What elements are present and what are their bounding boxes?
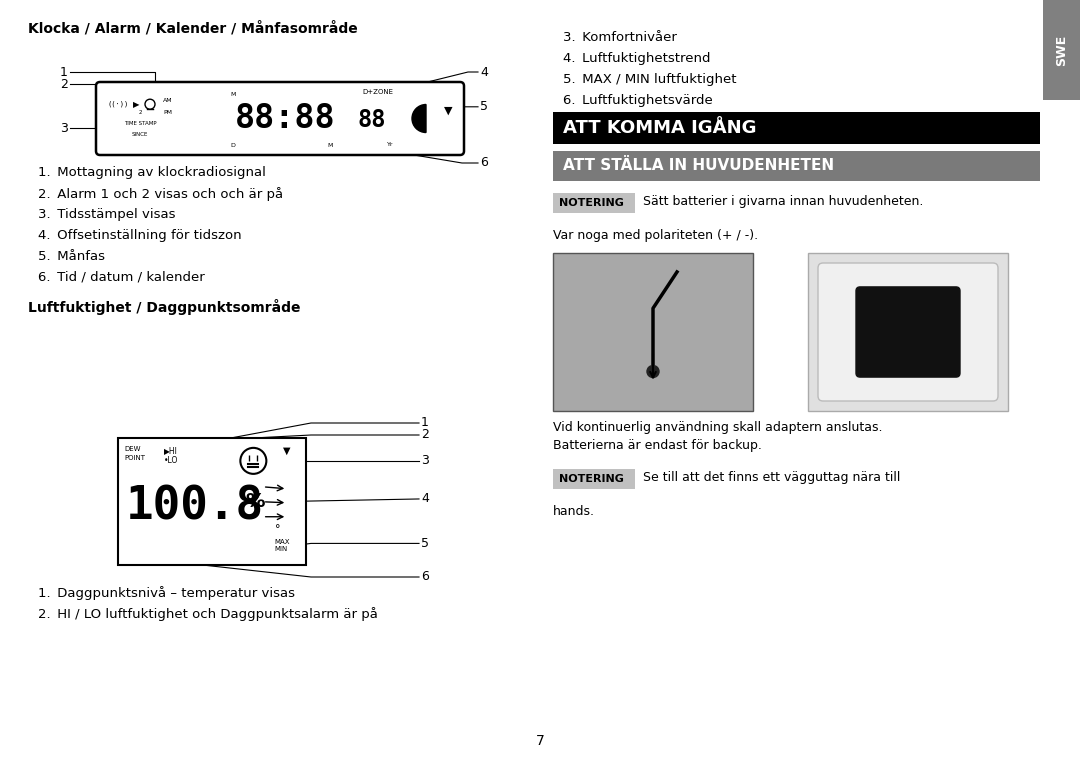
- Text: ▶: ▶: [133, 100, 139, 109]
- Text: ((·)): ((·)): [107, 101, 129, 107]
- Text: Var noga med polariteten (+ / -).: Var noga med polariteten (+ / -).: [553, 229, 758, 242]
- Text: 3. Komfortnivåer: 3. Komfortnivåer: [563, 31, 677, 44]
- Text: 88: 88: [357, 108, 387, 132]
- Text: 6. Tid / datum / kalender: 6. Tid / datum / kalender: [38, 271, 205, 284]
- Text: °: °: [275, 524, 281, 534]
- Text: 2: 2: [421, 428, 429, 441]
- Text: 88:88: 88:88: [234, 102, 335, 135]
- Text: 7: 7: [536, 734, 544, 748]
- Text: NOTERING: NOTERING: [559, 198, 624, 208]
- Text: SWE: SWE: [1055, 34, 1068, 65]
- Text: 2: 2: [60, 78, 68, 91]
- Text: Klocka / Alarm / Kalender / Månfasområde: Klocka / Alarm / Kalender / Månfasområde: [28, 21, 357, 36]
- Text: %: %: [245, 492, 265, 511]
- Text: POINT: POINT: [124, 455, 145, 461]
- Text: M: M: [230, 92, 235, 97]
- Bar: [553, 193, 635, 213]
- Bar: [553, 469, 635, 489]
- Text: Batterierna är endast för backup.: Batterierna är endast för backup.: [553, 439, 761, 452]
- Text: Yr: Yr: [387, 142, 393, 147]
- Text: Vid kontinuerlig användning skall adaptern anslutas.: Vid kontinuerlig användning skall adapte…: [553, 421, 882, 434]
- Text: 5: 5: [421, 537, 429, 550]
- Text: 4: 4: [480, 65, 488, 78]
- Text: D: D: [230, 143, 235, 148]
- Text: 2. HI / LO luftfuktighet och Daggpunktsalarm är på: 2. HI / LO luftfuktighet och Daggpunktsa…: [38, 607, 378, 621]
- Text: 6: 6: [480, 157, 488, 170]
- Text: 5. MAX / MIN luftfuktighet: 5. MAX / MIN luftfuktighet: [563, 73, 737, 86]
- Text: hands.: hands.: [553, 505, 595, 518]
- Text: 1. Mottagning av klockradiosignal: 1. Mottagning av klockradiosignal: [38, 166, 266, 179]
- Text: 2. Alarm 1 och 2 visas och och är på: 2. Alarm 1 och 2 visas och och är på: [38, 187, 283, 201]
- Text: 5. Månfas: 5. Månfas: [38, 250, 105, 263]
- Text: ▶HI: ▶HI: [164, 446, 178, 455]
- Text: 6. Luftfuktighetsvärde: 6. Luftfuktighetsvärde: [563, 94, 713, 107]
- Text: TIME STAMP: TIME STAMP: [124, 121, 157, 126]
- Text: 6: 6: [421, 571, 429, 584]
- Text: 1: 1: [60, 65, 68, 78]
- Text: 3: 3: [421, 454, 429, 467]
- FancyBboxPatch shape: [818, 263, 998, 401]
- Text: 1: 1: [421, 416, 429, 429]
- Bar: [553, 253, 753, 411]
- Text: NOTERING: NOTERING: [559, 474, 624, 484]
- Text: 1. Daggpunktsnivå – temperatur visas: 1. Daggpunktsnivå – temperatur visas: [38, 586, 295, 600]
- Text: MAX
MIN: MAX MIN: [274, 540, 289, 552]
- Text: DEW: DEW: [124, 446, 140, 452]
- Bar: [1043, 0, 1080, 100]
- Text: Se till att det finns ett vägguttag nära till: Se till att det finns ett vägguttag nära…: [643, 472, 901, 485]
- Text: 2: 2: [138, 110, 141, 114]
- Bar: [553, 112, 1040, 144]
- Text: 5: 5: [480, 100, 488, 113]
- Text: 3: 3: [60, 122, 68, 135]
- Bar: [553, 151, 1040, 181]
- Bar: [808, 253, 1008, 411]
- Text: ATT STÄLLA IN HUVUDENHETEN: ATT STÄLLA IN HUVUDENHETEN: [563, 158, 834, 174]
- Text: •LO: •LO: [164, 456, 178, 465]
- Bar: [118, 438, 306, 565]
- Text: 3. Tidsstämpel visas: 3. Tidsstämpel visas: [38, 208, 175, 221]
- Text: 4. Luftfuktighetstrend: 4. Luftfuktighetstrend: [563, 52, 711, 65]
- Text: AM: AM: [163, 98, 173, 103]
- Text: ▼: ▼: [283, 446, 291, 456]
- Circle shape: [647, 365, 659, 377]
- Text: SINCE: SINCE: [132, 132, 148, 137]
- FancyBboxPatch shape: [856, 287, 960, 377]
- Text: 4. Offsetinställning för tidszon: 4. Offsetinställning för tidszon: [38, 229, 242, 242]
- Text: Sätt batterier i givarna innan huvudenheten.: Sätt batterier i givarna innan huvudenhe…: [643, 196, 923, 209]
- FancyBboxPatch shape: [96, 82, 464, 155]
- Text: 4: 4: [421, 492, 429, 505]
- Text: ▼: ▼: [444, 106, 453, 116]
- Text: 100.8: 100.8: [126, 484, 265, 529]
- Text: Luftfuktighet / Daggpunktsområde: Luftfuktighet / Daggpunktsområde: [28, 299, 300, 315]
- Wedge shape: [411, 104, 426, 132]
- Text: M: M: [327, 143, 333, 148]
- Text: D+ZONE: D+ZONE: [363, 90, 393, 95]
- Text: PM: PM: [163, 110, 173, 114]
- Circle shape: [411, 104, 440, 132]
- Text: ATT KOMMA IGÅNG: ATT KOMMA IGÅNG: [563, 119, 756, 137]
